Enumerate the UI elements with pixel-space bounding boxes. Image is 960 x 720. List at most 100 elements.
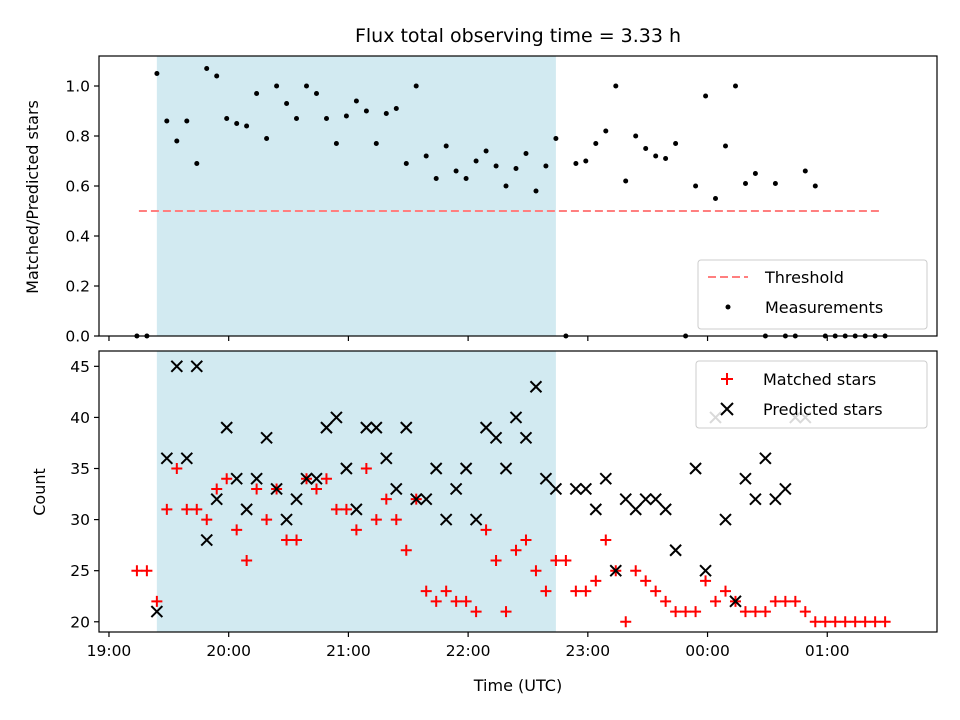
matched-star-point [530,565,542,577]
measurement-point [743,181,748,186]
predicted-star-point [489,431,503,445]
measurement-point [224,116,230,121]
measurement-point [693,183,699,189]
matched-star-point [400,544,412,556]
matched-star-point [450,595,462,607]
measurement-point [234,121,240,126]
measurement-point [812,183,818,189]
matched-star-point [550,554,562,566]
predicted-star-point [400,421,413,434]
y-tick-label: 0.8 [65,128,90,146]
predicted-star-point [579,482,593,496]
predicted-star-point [370,421,383,434]
matched-star-point [700,575,712,587]
bottom-legend: Matched stars Predicted stars [695,360,928,429]
measurement-point [423,153,429,159]
measurement-point [194,161,200,166]
predicted-star-point [659,503,672,516]
matched-star-point [500,606,512,618]
bottom-axes-frame [98,350,938,633]
predicted-star-point [779,482,792,496]
measurement-point [673,141,679,146]
predicted-star-point [220,421,233,434]
matched-star-point [510,544,522,556]
matched-star-point [131,565,143,577]
matched-star-point [759,606,771,618]
predicted-star-point [190,360,203,373]
measurement-point [343,113,349,119]
y-tick-label: 0.4 [65,228,90,246]
measurement-point [383,111,389,116]
predicted-star-point [539,472,553,485]
predicted-star-point [509,411,523,424]
matched-star-point [251,483,263,495]
chart-title: Flux total observing time = 3.33 h [355,25,681,47]
measurement-point [403,161,409,166]
top-legend-frame [697,259,928,330]
measurement-point [324,116,329,121]
predicted-star-point [340,462,353,475]
predicted-star-point [230,472,243,485]
predicted-star-point [290,492,303,506]
matched-star-point [799,606,811,618]
measurement-point [214,73,220,79]
measurement-point [703,93,709,99]
measurement-point [453,168,459,174]
predicted-star-point [749,492,762,506]
matched-star-point [380,493,392,505]
top-panel: 0.0 0.2 0.4 0.6 0.8 1.0 Matched/Predicted sta… [23,55,938,346]
measurement-point [433,176,439,181]
predicted-star-point [300,472,313,485]
legend-measurements-label: Measurements [765,298,883,317]
matched-star-point [570,585,582,597]
predicted-star-point [420,492,433,506]
predicted-star-point [699,564,712,577]
predicted-star-point [569,482,583,496]
matched-star-point [430,595,442,607]
matched-star-point [330,503,342,515]
predicted-star-point [320,421,333,434]
predicted-star-point [200,533,213,547]
measurement-point [204,66,210,71]
x-tick-label: 01:00 [805,642,850,660]
matched-star-point [241,554,253,566]
predicted-stars-series [150,360,812,618]
bottom-observing-window [156,351,556,632]
y-tick-label: 0.2 [65,278,90,296]
bottom-y-axis: 20 25 30 35 40 45 [70,358,99,631]
predicted-star-point [429,462,443,475]
matched-star-point [191,503,203,515]
matched-star-point [520,534,532,546]
measurement-point [264,136,270,141]
measurement-point [643,146,649,151]
predicted-star-point [459,462,473,475]
measurement-point [154,71,160,76]
predicted-star-point [250,472,263,485]
predicted-star-point [729,595,742,608]
bottom-panel: 20 25 30 35 40 45 19:00 20:00 21:00 22:00 23:00 00… [30,350,938,695]
predicted-star-point [479,421,493,434]
predicted-star-point [410,492,423,506]
measurement-point [653,153,659,159]
predicted-star-point [629,503,642,516]
x-tick-label: 21:00 [326,642,371,660]
y-tick-label: 45 [70,358,90,376]
matched-star-point [221,473,233,485]
predicted-star-point [669,544,682,557]
measurement-point [623,178,629,184]
predicted-star-point [390,482,403,496]
measurement-point [244,123,250,129]
matched-stars-series [131,463,891,628]
measurement-point [174,138,180,144]
matched-star-point [291,534,303,546]
bottom-x-axis: 19:00 20:00 21:00 22:00 23:00 00:00 01:00 [87,632,850,660]
measurement-point [663,156,669,161]
measurement-point [752,171,758,176]
matched-star-point [141,565,153,577]
predicted-star-point [759,452,772,465]
bottom-legend-frame [695,360,928,429]
matched-star-point [660,595,672,607]
matched-star-point [769,595,781,607]
matched-star-point [261,514,273,526]
